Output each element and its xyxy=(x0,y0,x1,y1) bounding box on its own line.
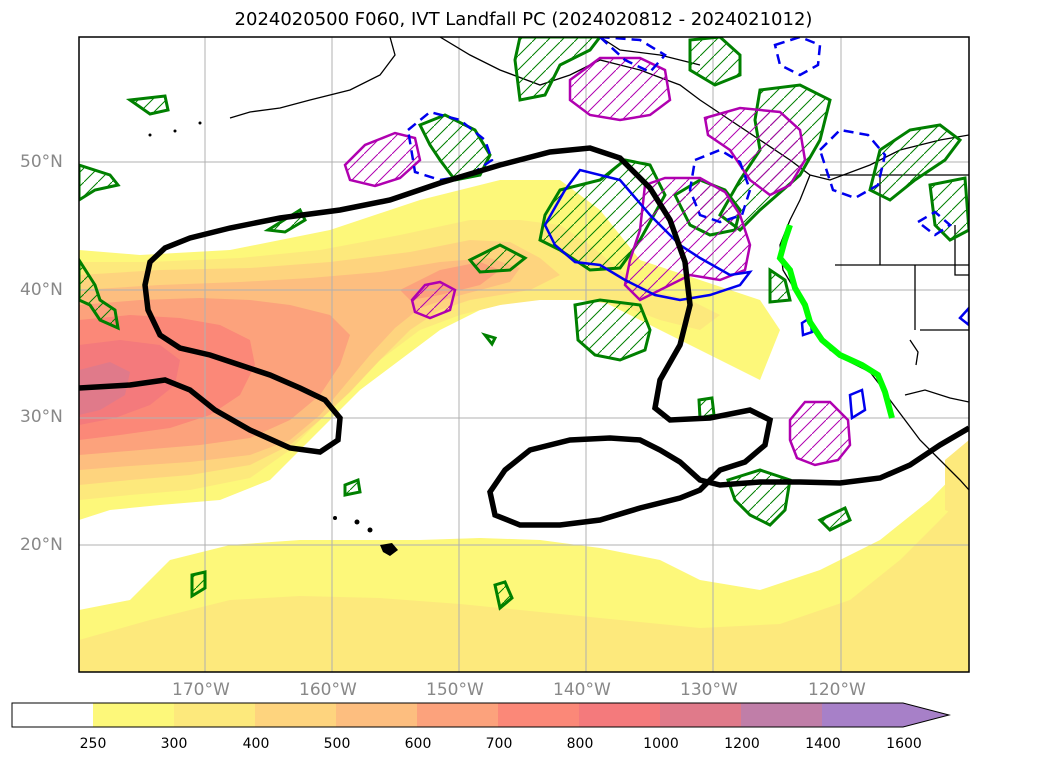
lat-label-20: 20°N xyxy=(20,535,63,555)
colorbar-swatch xyxy=(579,703,660,727)
colorbar-extend-arrow xyxy=(903,703,949,727)
colorbar-label-500: 500 xyxy=(323,736,351,752)
map-frame xyxy=(78,36,970,673)
colorbar-label-600: 600 xyxy=(404,736,432,752)
islands xyxy=(148,121,398,556)
colorbar-swatch xyxy=(498,703,579,727)
lon-label-170w: 170°W xyxy=(172,680,230,700)
lon-label-140w: 140°W xyxy=(553,680,611,700)
colorbar-label-250: 250 xyxy=(79,736,107,752)
colorbar-swatch xyxy=(741,703,822,727)
landfall-line xyxy=(776,224,895,419)
blue-solid-contours xyxy=(543,168,969,421)
lat-label-30: 30°N xyxy=(20,407,63,427)
colorbar-swatch xyxy=(336,703,417,727)
colorbar-label-1200: 1200 xyxy=(724,736,760,752)
colorbar-swatch xyxy=(93,703,174,727)
colorbar-swatch xyxy=(822,703,903,727)
blue-dashed-contours xyxy=(406,37,953,237)
lat-label-40: 40°N xyxy=(20,280,63,300)
colorbar-swatch xyxy=(255,703,336,727)
lon-label-130w: 130°W xyxy=(680,680,738,700)
colorbar-swatch xyxy=(12,703,93,727)
ivt-coastal xyxy=(945,440,969,520)
colorbar-label-800: 800 xyxy=(566,736,594,752)
colorbar-label-700: 700 xyxy=(485,736,513,752)
colorbar-swatch xyxy=(660,703,741,727)
colorbar-label-1600: 1600 xyxy=(886,736,922,752)
colorbar-label-1400: 1400 xyxy=(805,736,841,752)
colorbar-label-400: 400 xyxy=(242,736,270,752)
colorbar-swatch xyxy=(417,703,498,727)
colorbar-label-300: 300 xyxy=(160,736,188,752)
green-contours xyxy=(79,37,969,611)
lon-label-150w: 150°W xyxy=(426,680,484,700)
colorbar-label-1000: 1000 xyxy=(643,736,679,752)
black-thick-contour xyxy=(79,145,969,528)
lat-label-50: 50°N xyxy=(20,152,63,172)
colorbar-swatch xyxy=(174,703,255,727)
colorbar xyxy=(11,702,951,728)
lon-label-120w: 120°W xyxy=(808,680,866,700)
ivt-300-south xyxy=(79,490,969,672)
lon-label-160w: 160°W xyxy=(299,680,357,700)
map-title: 2024020500 F060, IVT Landfall PC (202402… xyxy=(234,9,813,30)
colorbar-outline xyxy=(11,702,951,728)
